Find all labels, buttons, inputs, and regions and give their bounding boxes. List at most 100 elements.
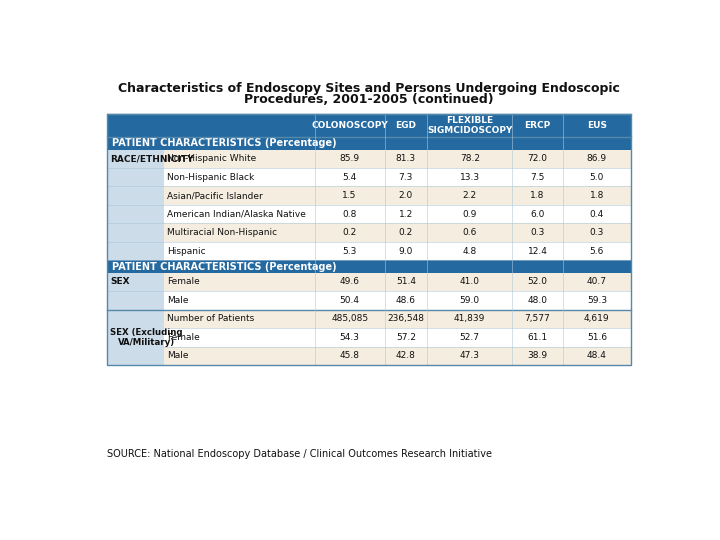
Bar — [563, 168, 631, 186]
Text: 48.6: 48.6 — [396, 296, 416, 305]
Bar — [427, 114, 513, 137]
Bar — [107, 273, 163, 291]
Text: ERCP: ERCP — [524, 121, 551, 130]
Bar — [384, 328, 427, 347]
Text: Number of Patients: Number of Patients — [167, 314, 254, 323]
Bar — [384, 347, 427, 365]
Text: FLEXIBLE
SIGMCIDOSCOPY: FLEXIBLE SIGMCIDOSCOPY — [427, 116, 513, 136]
Text: 52.7: 52.7 — [460, 333, 480, 342]
Bar — [427, 186, 513, 205]
Text: 0.4: 0.4 — [590, 210, 604, 219]
Text: 50.4: 50.4 — [340, 296, 359, 305]
Text: 54.3: 54.3 — [340, 333, 359, 342]
Text: EGD: EGD — [395, 121, 416, 130]
Text: 48.4: 48.4 — [587, 352, 607, 360]
Bar — [513, 328, 563, 347]
Bar — [513, 114, 563, 137]
Bar — [427, 273, 513, 291]
Text: 7.3: 7.3 — [399, 173, 413, 182]
Bar — [107, 224, 163, 242]
Text: COLONOSCOPY: COLONOSCOPY — [311, 121, 388, 130]
Text: 0.3: 0.3 — [590, 228, 604, 237]
Text: 5.0: 5.0 — [590, 173, 604, 182]
Bar — [163, 150, 315, 168]
Bar — [513, 224, 563, 242]
Text: RACE/ETHNICITY: RACE/ETHNICITY — [110, 154, 194, 163]
Bar — [384, 168, 427, 186]
Bar — [163, 186, 315, 205]
Text: 4,619: 4,619 — [584, 314, 610, 323]
Bar — [315, 114, 384, 137]
Bar — [427, 291, 513, 309]
Text: 9.0: 9.0 — [399, 247, 413, 255]
Text: Characteristics of Endoscopy Sites and Persons Undergoing Endoscopic: Characteristics of Endoscopy Sites and P… — [118, 82, 620, 94]
Text: 485,085: 485,085 — [331, 314, 368, 323]
Text: 51.4: 51.4 — [396, 278, 416, 286]
Bar — [315, 273, 384, 291]
Bar — [427, 205, 513, 224]
Bar — [563, 347, 631, 365]
Bar — [513, 347, 563, 365]
Bar — [107, 205, 163, 224]
Text: 4.8: 4.8 — [463, 247, 477, 255]
Text: 0.8: 0.8 — [343, 210, 357, 219]
Text: PATIENT CHARACTERISTICS (Percentage): PATIENT CHARACTERISTICS (Percentage) — [112, 138, 336, 149]
Text: 1.2: 1.2 — [399, 210, 413, 219]
Bar — [427, 347, 513, 365]
Bar — [563, 328, 631, 347]
Text: 81.3: 81.3 — [396, 154, 416, 163]
Bar — [107, 137, 631, 150]
Text: 0.2: 0.2 — [399, 228, 413, 237]
Bar — [107, 309, 163, 365]
Text: 7.5: 7.5 — [531, 173, 545, 182]
Text: Male: Male — [167, 352, 188, 360]
Bar — [315, 186, 384, 205]
Text: 59.0: 59.0 — [459, 296, 480, 305]
Text: 1.5: 1.5 — [343, 191, 357, 200]
Text: 2.2: 2.2 — [463, 191, 477, 200]
Bar — [513, 242, 563, 260]
Text: 6.0: 6.0 — [531, 210, 545, 219]
Text: 72.0: 72.0 — [528, 154, 548, 163]
Bar — [427, 150, 513, 168]
Bar — [384, 114, 427, 137]
Bar — [315, 347, 384, 365]
Text: 61.1: 61.1 — [528, 333, 548, 342]
Text: 1.8: 1.8 — [590, 191, 604, 200]
Bar — [563, 186, 631, 205]
Text: 47.3: 47.3 — [460, 352, 480, 360]
Text: 51.6: 51.6 — [587, 333, 607, 342]
Text: 7,577: 7,577 — [525, 314, 550, 323]
Bar — [107, 168, 163, 186]
Bar — [163, 347, 315, 365]
Bar — [107, 114, 631, 365]
Bar — [563, 309, 631, 328]
Bar — [384, 309, 427, 328]
Bar — [384, 273, 427, 291]
Bar — [315, 205, 384, 224]
Bar — [315, 168, 384, 186]
Bar — [384, 291, 427, 309]
Text: 0.6: 0.6 — [462, 228, 477, 237]
Bar — [107, 242, 163, 260]
Bar — [384, 186, 427, 205]
Text: Hispanic: Hispanic — [167, 247, 205, 255]
Text: American Indian/Alaska Native: American Indian/Alaska Native — [167, 210, 305, 219]
Text: 2.0: 2.0 — [399, 191, 413, 200]
Text: 45.8: 45.8 — [340, 352, 359, 360]
Bar — [384, 205, 427, 224]
Bar — [163, 309, 315, 328]
Bar — [163, 168, 315, 186]
Text: Multiracial Non-Hispanic: Multiracial Non-Hispanic — [167, 228, 277, 237]
Text: Non-Hispanic Black: Non-Hispanic Black — [167, 173, 254, 182]
Bar — [315, 291, 384, 309]
Text: Female: Female — [167, 333, 199, 342]
Text: 12.4: 12.4 — [528, 247, 547, 255]
Text: 41.0: 41.0 — [460, 278, 480, 286]
Bar — [563, 224, 631, 242]
Bar — [563, 291, 631, 309]
Bar — [513, 150, 563, 168]
Text: 48.0: 48.0 — [528, 296, 548, 305]
Bar — [513, 205, 563, 224]
Bar — [107, 260, 631, 273]
